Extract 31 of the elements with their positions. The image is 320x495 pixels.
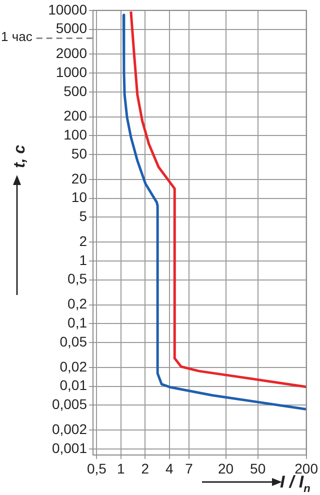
ref-line-label: 1 час (1, 28, 33, 44)
x-tick-label: 7 (185, 460, 194, 476)
y-tick-label: 5 (79, 208, 88, 224)
x-tick-label: 50 (250, 460, 266, 476)
y-axis-title: t, c (11, 144, 28, 168)
y-tick-label: 0,5 (68, 270, 88, 287)
y-tick-label: 10000 (48, 1, 88, 18)
y-tick-label: 100 (64, 126, 88, 143)
y-tick-label: 0,002 (52, 420, 88, 437)
y-tick-label: 0,005 (52, 396, 88, 412)
y-tick-label: 50 (71, 145, 88, 162)
y-tick-label: 200 (64, 108, 88, 124)
y-tick-label: 5000 (56, 20, 88, 36)
x-tick-label: 200 (294, 460, 318, 476)
y-tick-label: 0,1 (68, 314, 88, 330)
x-tick-label: 2 (141, 460, 150, 476)
x-tick-label: 20 (218, 460, 234, 476)
x-tick-label: 1 (117, 460, 126, 476)
y-tick-label: 0,001 (52, 440, 88, 456)
x-tick-label: 4 (166, 460, 174, 476)
y-tick-label: 1000 (56, 64, 88, 80)
y-tick-label: 0,2 (68, 296, 88, 312)
y-tick-label: 0,05 (60, 333, 88, 350)
y-tick-label: 2 (79, 232, 88, 249)
y-tick-label: 10 (71, 189, 88, 206)
y-tick-label: 1 (79, 252, 88, 268)
y-tick-label: 500 (64, 82, 88, 99)
y-tick-label: 0,01 (60, 377, 88, 394)
y-tick-label: 2000 (56, 45, 88, 62)
y-tick-label: 20 (71, 170, 88, 186)
y-tick-label: 0,02 (60, 358, 88, 374)
